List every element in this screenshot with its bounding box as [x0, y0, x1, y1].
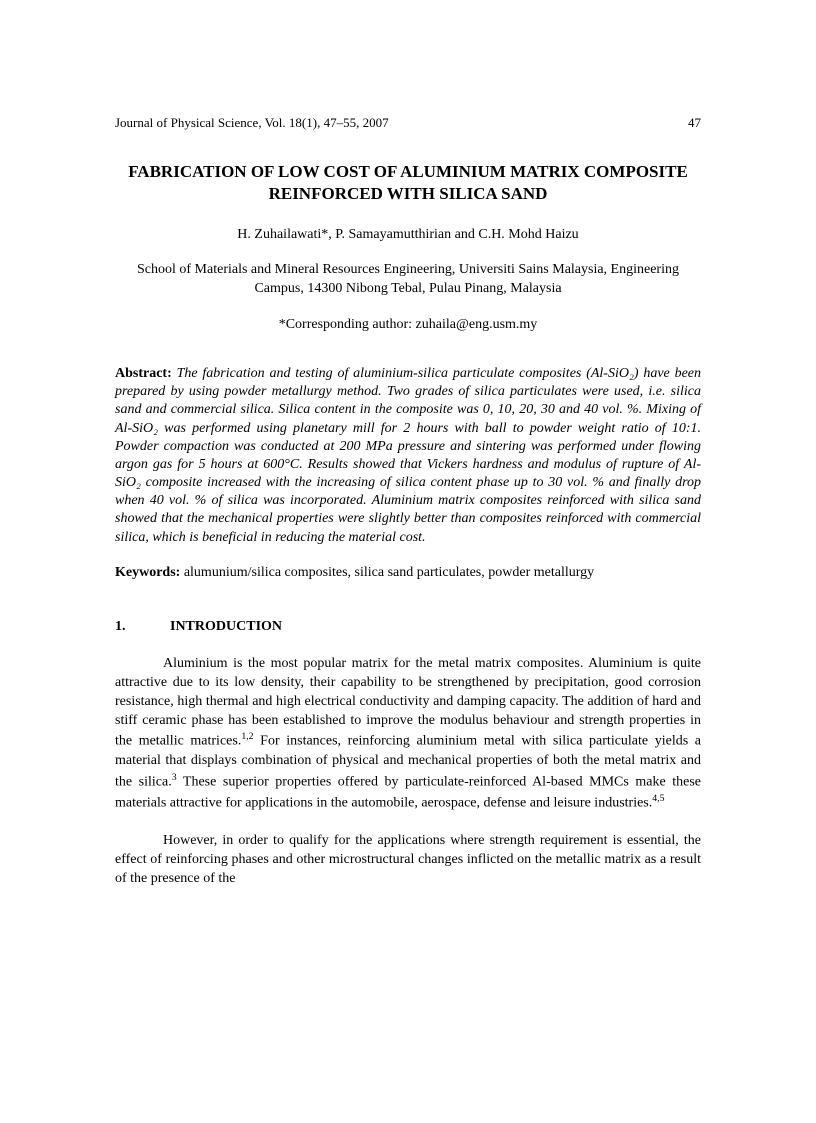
corresponding-author: *Corresponding author: zuhaila@eng.usm.m… [115, 317, 701, 333]
affiliation: School of Materials and Mineral Resource… [115, 261, 701, 299]
keywords-label: Keywords: [115, 565, 180, 580]
section-number: 1. [115, 619, 170, 635]
header-row: Journal of Physical Science, Vol. 18(1),… [115, 115, 701, 131]
section-heading: 1.INTRODUCTION [115, 619, 701, 635]
paper-title: FABRICATION OF LOW COST OF ALUMINIUM MAT… [115, 161, 701, 205]
journal-reference: Journal of Physical Science, Vol. 18(1),… [115, 115, 389, 131]
abstract-text: The fabrication and testing of aluminium… [115, 366, 701, 545]
authors: H. Zuhailawati*, P. Samayamutthirian and… [115, 227, 701, 243]
body-paragraph-1: Aluminium is the most popular matrix for… [115, 655, 701, 814]
abstract-label: Abstract: [115, 366, 172, 381]
keywords-block: Keywords: alumunium/silica composites, s… [115, 565, 701, 581]
keywords-text: alumunium/silica composites, silica sand… [184, 565, 594, 580]
section-title: INTRODUCTION [170, 619, 282, 634]
page-number: 47 [688, 115, 701, 131]
abstract-block: Abstract: The fabrication and testing of… [115, 365, 701, 547]
body-paragraph-2: However, in order to qualify for the app… [115, 832, 701, 889]
